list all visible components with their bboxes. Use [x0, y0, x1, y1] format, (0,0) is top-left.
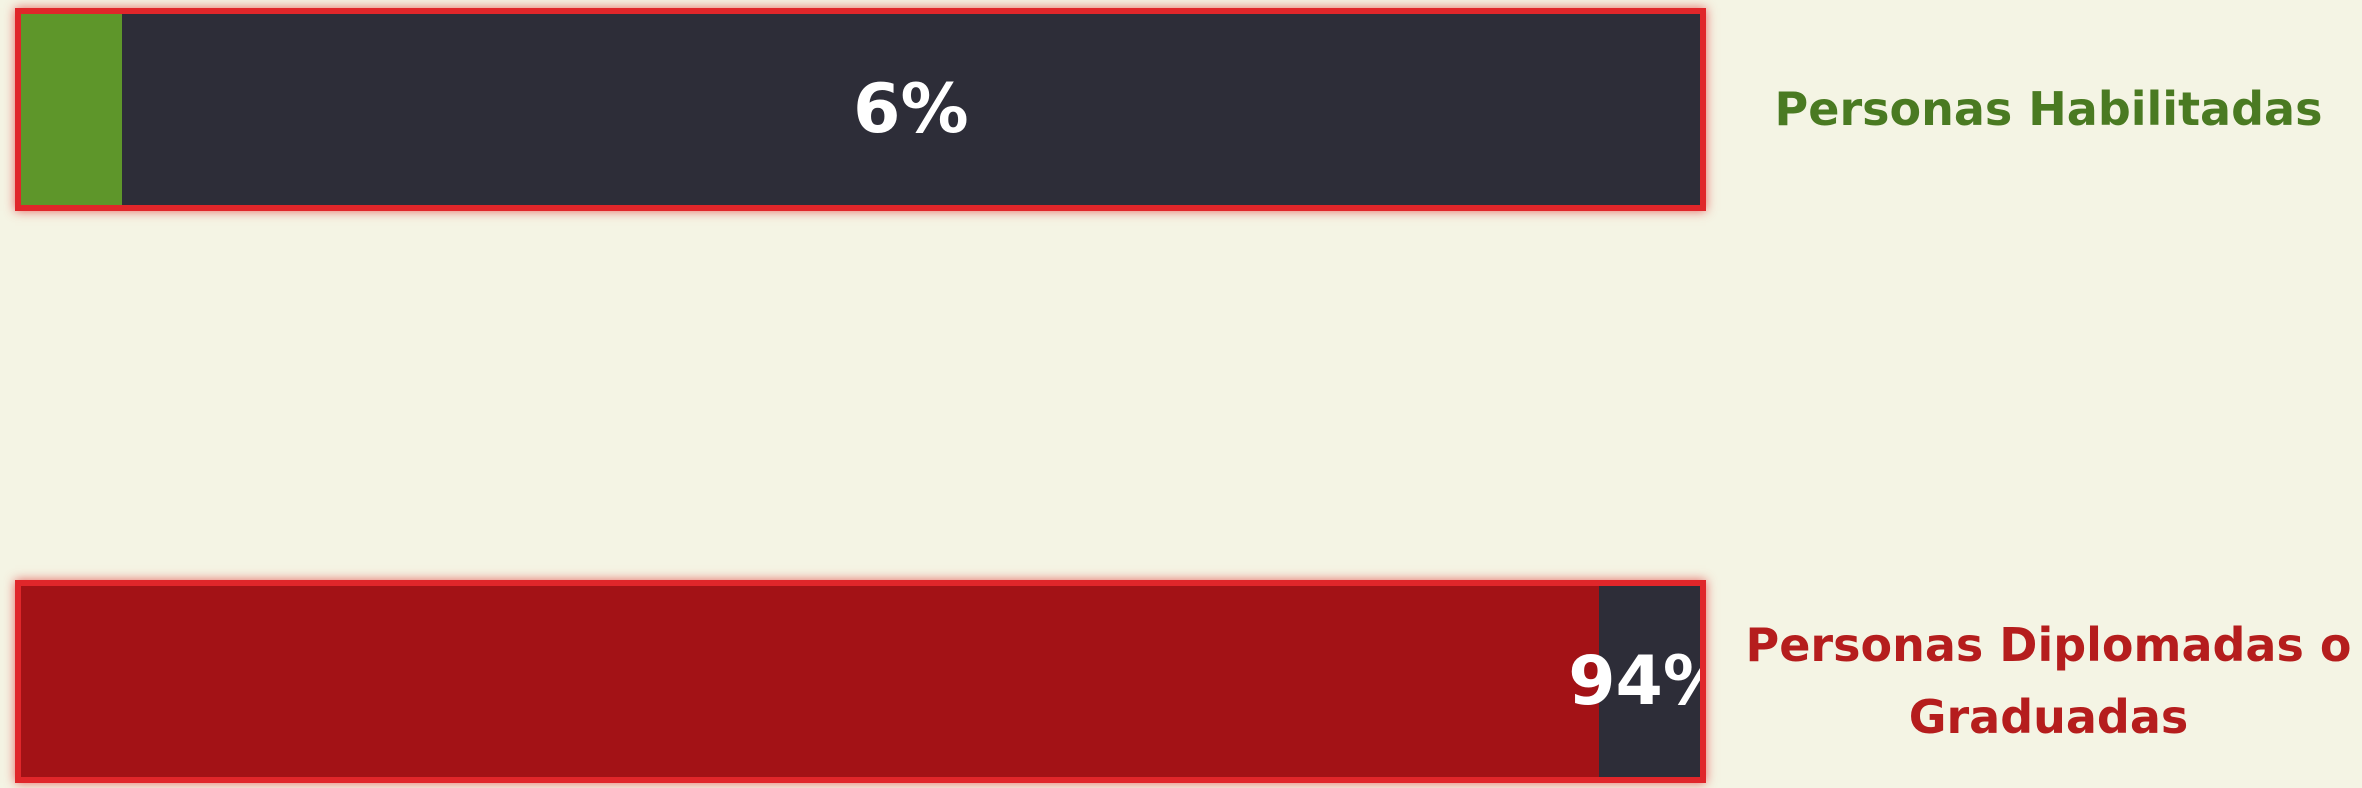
progress-label: Personas Diplomadas o Graduadas: [1745, 618, 2352, 744]
progress-track: 6%: [15, 8, 1706, 211]
progress-row: 6% Personas Habilitadas: [15, 8, 2362, 211]
progress-row: 94% Personas Diplomadas o Graduadas: [15, 580, 2362, 783]
progress-value: 94%: [1568, 642, 1700, 721]
progress-label: Personas Habilitadas: [1774, 81, 2323, 136]
progress-value: 6%: [853, 70, 969, 149]
progress-fill: [21, 14, 122, 205]
progress-fill: [21, 586, 1600, 777]
progress-track: 94%: [15, 580, 1706, 783]
